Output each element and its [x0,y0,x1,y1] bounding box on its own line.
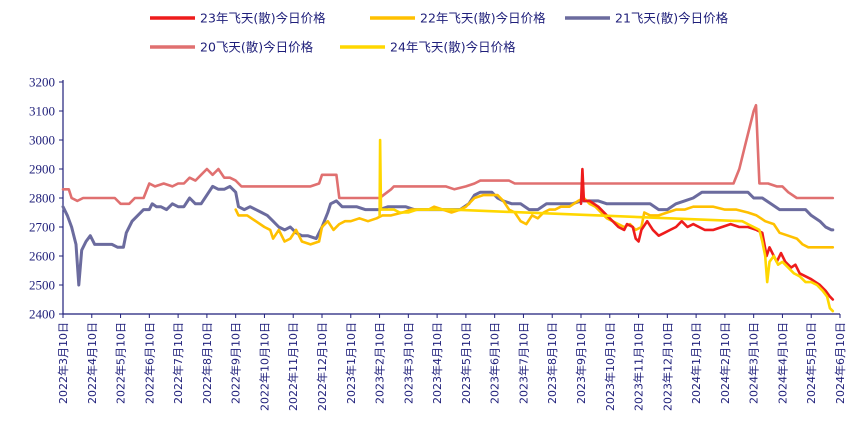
chart-legend: 23年飞天(散)今日价格 22年飞天(散)今日价格 21飞天(散)今日价格 20飞天(… [150,11,729,55]
x-tick-label: 2023年1月10日 [344,322,358,404]
x-tick-label: 2023年2月10日 [373,322,387,404]
x-tick-label: 2022年4月10日 [85,322,99,404]
legend-label: 21飞天(散)今日价格 [615,11,729,26]
y-tick-label: 2600 [29,249,55,264]
x-tick-label: 2022年3月10日 [56,322,70,404]
plot-series [61,103,835,313]
x-tick-label: 2023年7月10日 [516,322,530,404]
x-tick-label: 2022年10月10日 [257,322,271,411]
x-tick-label: 2023年8月10日 [545,322,559,404]
x-tick-label: 2024年4月10日 [775,322,789,404]
x-tick-label: 2022年12月10日 [315,322,329,411]
x-tick-label: 2024年3月10日 [747,322,761,404]
y-tick-label: 2500 [29,278,55,293]
x-tick-label: 2023年6月10日 [488,322,502,404]
series-line-4 [378,138,835,313]
x-tick-label: 2024年1月10日 [689,322,703,404]
y-tick-label: 2900 [29,162,55,177]
x-tick-label: 2024年2月10日 [718,322,732,404]
legend-label: 20飞天(散)今日价格 [200,40,314,55]
x-tick-label: 2022年5月10日 [114,322,128,404]
series-line-1 [234,193,835,249]
x-tick-label: 2023年9月10日 [574,322,588,404]
x-tick-label: 2022年7月10日 [171,322,185,404]
x-tick-label: 2022年8月10日 [200,322,214,404]
y-tick-label: 2700 [29,220,55,235]
x-tick-label: 2022年6月10日 [142,322,156,404]
x-tick-label: 2023年4月10日 [430,322,444,404]
x-tick-label: 2022年11月10日 [286,322,300,411]
legend-label: 23年飞天(散)今日价格 [200,11,326,26]
x-tick-label: 2024年6月10日 [833,322,847,404]
x-tick-label: 2024年5月10日 [804,322,818,404]
series-line-0 [579,167,835,301]
x-tick-label: 2023年5月10日 [459,322,473,404]
y-tick-label: 3000 [29,133,55,148]
x-tick-label: 2023年11月10日 [632,322,646,411]
x-tick-label: 2023年3月10日 [401,322,415,404]
legend-label: 24年飞天(散)今日价格 [390,40,516,55]
y-axis: 2400 2500 2600 2700 2800 2900 3000 3100 3200 [29,75,64,322]
y-tick-label: 3200 [29,75,55,90]
x-tick-label: 2023年10月10日 [603,322,617,411]
series-line-3 [61,103,835,206]
x-tick-label: 2022年9月10日 [229,322,243,404]
x-axis: 2022年3月10日 2022年4月10日 2022年5月10日 2022年6月10日… [56,313,847,411]
y-tick-label: 2400 [29,307,55,322]
series-line-2 [61,184,835,287]
x-tick-label: 2023年12月10日 [660,322,674,411]
y-tick-label: 3100 [29,104,55,119]
y-tick-label: 2800 [29,191,55,206]
legend-label: 22年飞天(散)今日价格 [420,11,546,26]
